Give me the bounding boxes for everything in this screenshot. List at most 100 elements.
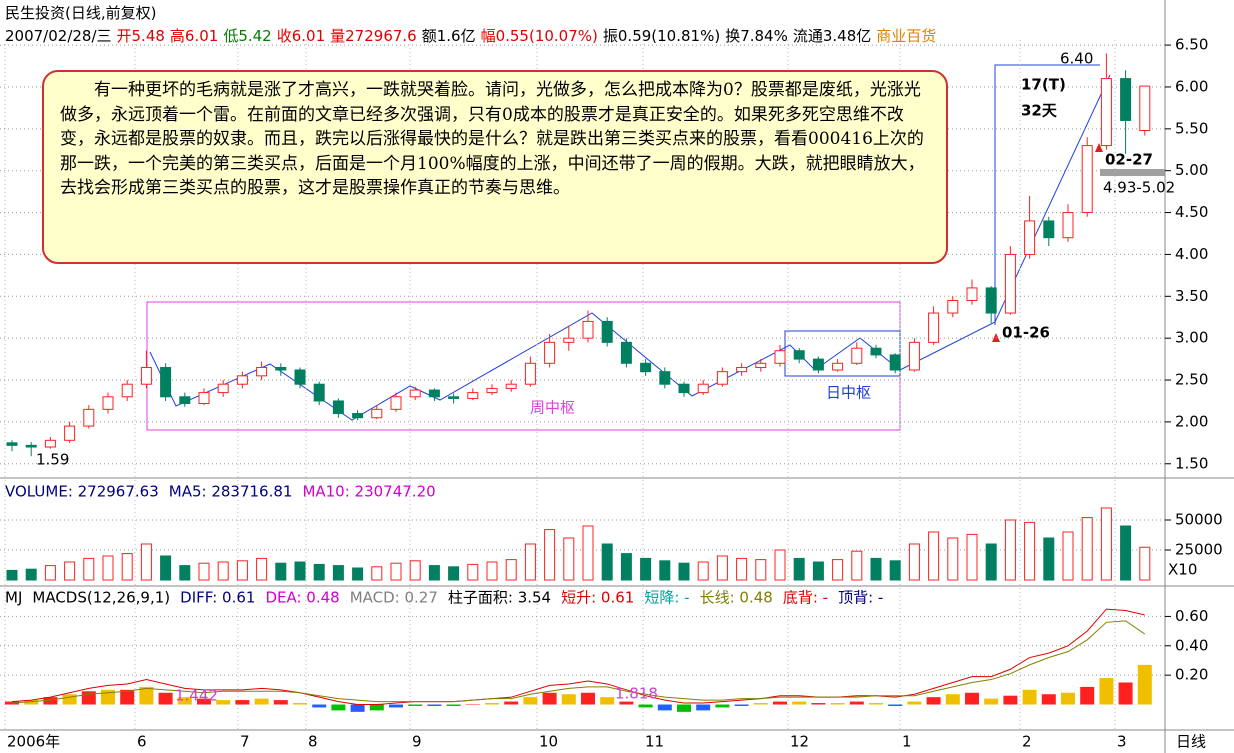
week-pivot-box xyxy=(146,301,901,431)
legend-item: 柱子面积: 3.54 xyxy=(448,589,551,607)
macd-bar xyxy=(677,704,691,712)
quote-item: 商业百货 xyxy=(876,27,937,45)
candle-body xyxy=(1139,85,1151,132)
candle-body xyxy=(563,337,575,343)
macd-bar xyxy=(753,703,768,705)
volume-bar xyxy=(236,560,248,581)
macd-bar xyxy=(24,700,39,705)
candle-body xyxy=(140,366,152,385)
label: 32天 xyxy=(1021,102,1058,120)
range-bar xyxy=(1100,169,1165,176)
macd-bar xyxy=(485,703,499,705)
y-tick-label: 3.00 xyxy=(1175,329,1208,347)
candle-body xyxy=(160,366,172,398)
volume-bar xyxy=(6,569,18,581)
candle-body xyxy=(217,383,229,394)
macd-bar xyxy=(1041,694,1056,705)
macd-bar xyxy=(1022,689,1037,705)
candle-body xyxy=(352,413,364,419)
label: 周中枢 xyxy=(530,399,575,417)
candle-body xyxy=(832,362,844,371)
volume-bar xyxy=(428,565,440,581)
candle-body xyxy=(601,320,613,343)
quote-item: 量272967.6 xyxy=(330,27,417,45)
label: 1.59 xyxy=(36,451,69,469)
macd-bar xyxy=(369,704,384,711)
volume-bar xyxy=(64,561,76,581)
candle-body xyxy=(870,347,882,356)
volume-bar xyxy=(198,562,210,581)
volume-bar xyxy=(601,543,613,581)
macd-bar xyxy=(504,701,519,705)
candle-body xyxy=(371,408,383,419)
candle-body xyxy=(448,396,460,399)
legend-item: 底背: - xyxy=(783,589,828,607)
macd-bar xyxy=(830,703,845,705)
volume-bar xyxy=(716,555,728,581)
label: 02-27 xyxy=(1105,151,1153,169)
candle-body xyxy=(390,396,402,410)
macd-bar xyxy=(638,704,653,708)
volume-bar xyxy=(640,557,652,581)
macd-bar xyxy=(600,697,615,705)
candle-body xyxy=(1081,145,1093,214)
macd-bar xyxy=(581,692,595,705)
volume-bar xyxy=(812,561,824,581)
legend-item: MACD: 0.27 xyxy=(350,589,438,607)
macd-bar xyxy=(965,692,979,705)
candle-body xyxy=(620,341,632,364)
candle-body xyxy=(102,396,114,410)
y-tick-label: 5.50 xyxy=(1175,119,1208,137)
volume-bar xyxy=(582,525,594,581)
candle-body xyxy=(121,383,133,398)
volume-bar xyxy=(140,543,152,581)
volume-bar xyxy=(620,553,632,581)
volume-bar xyxy=(25,568,37,581)
macd-bar xyxy=(273,700,288,705)
y-tick-label: 4.50 xyxy=(1175,203,1208,221)
volume-bar xyxy=(966,533,978,581)
volume-bar xyxy=(793,557,805,581)
volume-bar xyxy=(870,557,882,581)
candle-body xyxy=(697,383,709,394)
volume-bar xyxy=(544,529,556,581)
macd-bar xyxy=(408,704,423,706)
volume-bar xyxy=(409,560,421,581)
candle-body xyxy=(947,299,959,314)
x-tick-label: 7 xyxy=(240,733,250,751)
candle-body xyxy=(640,362,652,373)
macd-bar xyxy=(158,692,173,705)
x-tick-label: 6 xyxy=(137,733,147,751)
y-tick-label: 6.50 xyxy=(1175,36,1208,54)
macd-bar xyxy=(1118,682,1133,705)
candle-body xyxy=(313,383,325,402)
title: 民生投资(日线,前复权) xyxy=(5,4,157,22)
volume-bar xyxy=(985,543,997,581)
macd-bar xyxy=(523,697,538,705)
volume-bar xyxy=(390,562,402,581)
legend-item: 长线: 0.48 xyxy=(700,589,773,607)
candle-body xyxy=(179,396,191,404)
candle-body xyxy=(774,350,786,364)
candle-body xyxy=(544,341,556,364)
quote-item: 幅0.55(10.07%) xyxy=(480,27,598,45)
measure-line xyxy=(994,64,1100,325)
macd-bar xyxy=(293,703,307,705)
candle-body xyxy=(332,400,344,415)
candle-body xyxy=(236,375,248,385)
macd-bar xyxy=(350,704,365,712)
macd-bar xyxy=(177,697,192,705)
candle-body xyxy=(793,350,805,360)
y-tick-label: 2.50 xyxy=(1175,371,1208,389)
label: 1.442 xyxy=(175,687,218,705)
volume-bar xyxy=(179,565,191,581)
macd-bar xyxy=(657,704,672,711)
macd-bar xyxy=(773,701,787,705)
macd-bar xyxy=(734,704,749,706)
quote-item: 收6.01 xyxy=(276,27,326,45)
volume-bar xyxy=(736,557,748,581)
candle-body xyxy=(1100,78,1112,147)
legend-item: DEA: 0.48 xyxy=(265,589,339,607)
macd-bar xyxy=(945,694,960,705)
